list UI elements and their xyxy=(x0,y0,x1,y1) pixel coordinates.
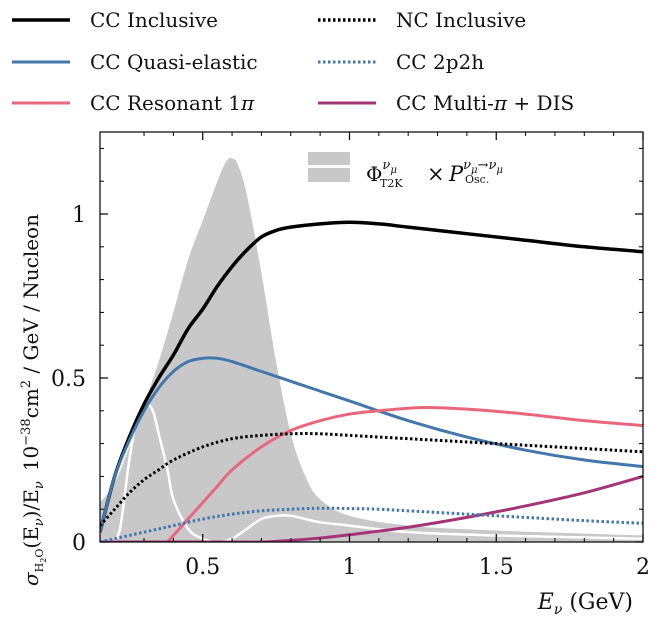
y-title-rest: / GeV / Nucleon xyxy=(19,214,43,380)
y-title-div: )/E xyxy=(19,489,43,518)
series-line-cc-quasi-elastic xyxy=(100,356,643,533)
legend-label-nc-inclusive: NC Inclusive xyxy=(396,8,526,32)
series-line-nc-inclusive xyxy=(100,432,643,527)
flux-p: P xyxy=(448,162,464,186)
legend-label-cc-resonant: CC Resonant 1π xyxy=(90,91,255,115)
x-tick-label: 0.5 xyxy=(185,555,220,580)
series-layer xyxy=(100,220,643,542)
legend-entry-cc-resonant: CC Resonant 1π xyxy=(12,91,255,115)
legend-label-cc-multi-pi-dis: CC Multi-π + DIS xyxy=(396,91,574,115)
x-tick-label: 1 xyxy=(342,555,356,580)
flux-p-sup: ν xyxy=(463,158,471,173)
y-title-arg-sub: ν xyxy=(32,518,47,526)
flux-arrow: → xyxy=(478,158,489,173)
flux-phi: Φ xyxy=(366,162,382,186)
flux-p-sup-sub: μ xyxy=(471,165,478,176)
y-title-div-sub: ν xyxy=(32,481,47,489)
legend-label-cc-resonant-main: CC Resonant 1 xyxy=(90,91,241,115)
y-tick-label: 1 xyxy=(72,203,86,228)
series-line-cc-2p2h xyxy=(100,506,643,542)
flux-times: × xyxy=(427,162,445,186)
legend-label-cc-multi-pi: π xyxy=(493,91,508,115)
flux-band-layer xyxy=(100,157,643,542)
flux-p-sub: Osc. xyxy=(465,173,489,186)
flux-legend-swatch-gap xyxy=(308,165,350,168)
y-title-sigma-sub-2: 2 xyxy=(39,558,48,563)
flux-phi-sub: T2K xyxy=(380,177,403,190)
y-title-unit-exp: 2 xyxy=(19,380,34,388)
y-title-arg: (E xyxy=(19,526,43,548)
legend-label-cc-resonant-pi: π xyxy=(240,91,255,115)
y-title-power: 10 xyxy=(19,446,43,471)
series-line-cc-multi-dis xyxy=(100,474,643,542)
plot-frame xyxy=(99,131,644,543)
x-axis-title-unit: (GeV) xyxy=(562,590,633,615)
legend-entry-cc-quasi-elastic: CC Quasi-elastic xyxy=(12,50,258,74)
y-tick-label: 0.5 xyxy=(51,367,86,392)
x-axis-title-e: E xyxy=(537,590,554,615)
legend: CC Inclusive NC Inclusive CC Quasi-elast… xyxy=(12,8,574,115)
legend-label-cc-2p2h: CC 2p2h xyxy=(396,50,484,74)
legend-label-cc-multi-main: CC Multi- xyxy=(396,91,494,115)
flux-legend-label: Φνμ T2K × Pνμ→νμ Osc. xyxy=(366,158,503,190)
legend-label-cc-quasi-elastic: CC Quasi-elastic xyxy=(90,50,258,74)
legend-label-cc-multi-tail: + DIS xyxy=(507,91,574,115)
x-axis-title-nu: ν xyxy=(554,602,563,618)
flux-p-sup2-sub: μ xyxy=(496,165,503,176)
y-title-power-exp: −38 xyxy=(19,418,34,445)
legend-entry-cc-2p2h: CC 2p2h xyxy=(318,50,484,74)
x-axis-title: Eν (GeV) xyxy=(537,590,633,618)
legend-entry-cc-multi-pi-dis: CC Multi-π + DIS xyxy=(318,91,574,115)
x-tick-label: 1.5 xyxy=(479,555,514,580)
tick-layer: 0.5 1 1.5 2 0 0.5 1 xyxy=(51,132,650,580)
flux-band-area xyxy=(100,157,643,542)
flux-phi-sup-sub: μ xyxy=(390,165,397,176)
legend-label-cc-inclusive: CC Inclusive xyxy=(90,8,218,32)
flux-legend: Φνμ T2K × Pνμ→νμ Osc. xyxy=(308,152,503,190)
y-title-unit: cm xyxy=(19,388,43,418)
series-line-cc-inclusive xyxy=(100,220,643,533)
y-tick-label: 0 xyxy=(72,531,86,556)
y-axis-title: σH2O(Eν)/Eν10−38cm2 / GeV / Nucleon xyxy=(19,214,48,586)
flux-p-sup2: ν xyxy=(488,158,496,173)
legend-entry-nc-inclusive: NC Inclusive xyxy=(318,8,526,32)
x-tick-label: 2 xyxy=(636,555,650,580)
y-title-sigma: σ xyxy=(19,571,43,586)
flux-phi-sup: ν xyxy=(382,158,390,173)
series-line-cc-resonant-1 xyxy=(166,405,643,542)
y-title-sigma-sub-h: H xyxy=(33,563,46,573)
y-title-sigma-sub-o: O xyxy=(33,549,46,558)
legend-entry-cc-inclusive: CC Inclusive xyxy=(12,8,218,32)
